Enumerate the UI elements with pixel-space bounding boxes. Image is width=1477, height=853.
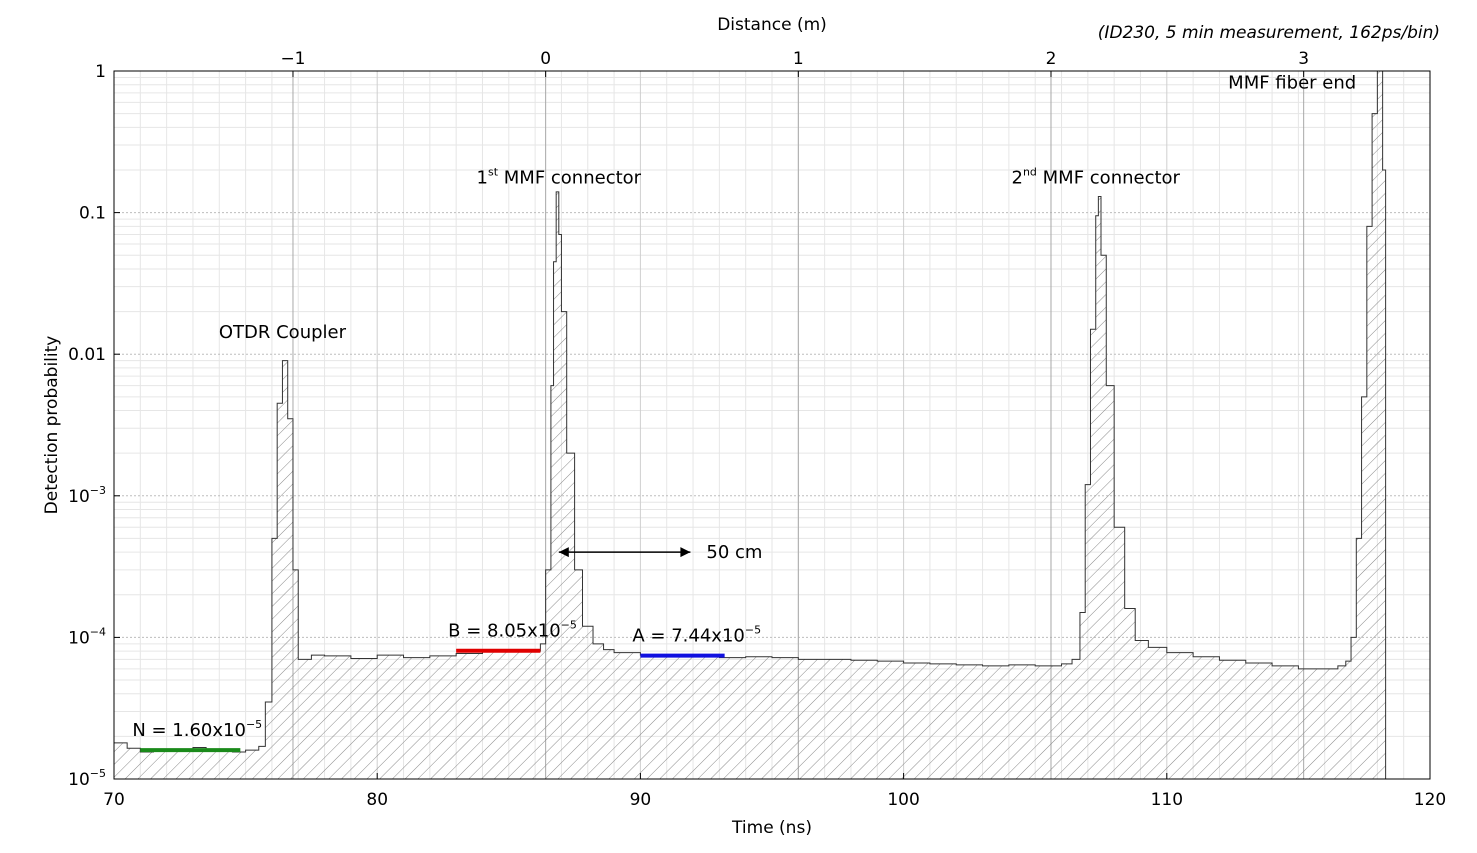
axis-ticks: 70 80 90 100 110 120 −1 0 1 2 3 1 0.1 0.01 10−3 10−4 10−… <box>68 49 1446 810</box>
x2-tick-label: 1 <box>793 49 804 69</box>
arrow-head-right <box>680 547 691 558</box>
distance-label: 50 cm <box>706 542 762 563</box>
peak-label-2: 2nd MMF connector <box>1012 166 1181 189</box>
level-label-0: N = 1.60x10−5 <box>132 718 262 741</box>
peak-label-1: 1st MMF connector <box>477 166 642 189</box>
level-label-1: B = 8.05x10−5 <box>448 619 577 642</box>
level-label-2: A = 7.44x10−5 <box>632 624 761 647</box>
x-tick-label: 80 <box>366 790 388 810</box>
y-tick-label: 0.01 <box>68 345 106 365</box>
x-tick-label: 90 <box>630 790 652 810</box>
y-tick-label: 0.1 <box>79 204 106 224</box>
x-axis-title: Time (ns) <box>731 818 812 838</box>
peak-label-3: MMF fiber end <box>1228 73 1356 94</box>
arrow-head-left <box>558 547 569 558</box>
peak-annotations: OTDR Coupler 1st MMF connector 2nd MMF con… <box>219 73 1356 563</box>
histogram-area <box>114 71 1387 779</box>
x-tick-label: 120 <box>1414 790 1446 810</box>
x2-tick-label: 3 <box>1298 49 1309 69</box>
x-tick-label: 110 <box>1151 790 1183 810</box>
x-tick-label: 70 <box>103 790 125 810</box>
y-tick-label: 1 <box>95 62 106 82</box>
y-tick-label: 10−4 <box>68 625 106 648</box>
y-tick-label: 10−5 <box>68 767 106 790</box>
header-note: (ID230, 5 min measurement, 162ps/bin) <box>1098 23 1440 43</box>
x2-tick-label: 2 <box>1046 49 1057 69</box>
x2-tick-label: −1 <box>280 49 305 69</box>
noise-levels: N = 1.60x10−5 B = 8.05x10−5 A = 7.44x10−5 <box>132 619 761 753</box>
x2-tick-label: 0 <box>540 49 551 69</box>
histogram-fill <box>114 71 1386 779</box>
plot-frame <box>113 70 1431 780</box>
y-axis-title: Detection probability <box>42 336 62 515</box>
x2-axis-title: Distance (m) <box>717 15 827 35</box>
x-tick-label: 100 <box>887 790 919 810</box>
y-tick-label: 10−3 <box>68 484 106 507</box>
peak-label-0: OTDR Coupler <box>219 322 347 343</box>
